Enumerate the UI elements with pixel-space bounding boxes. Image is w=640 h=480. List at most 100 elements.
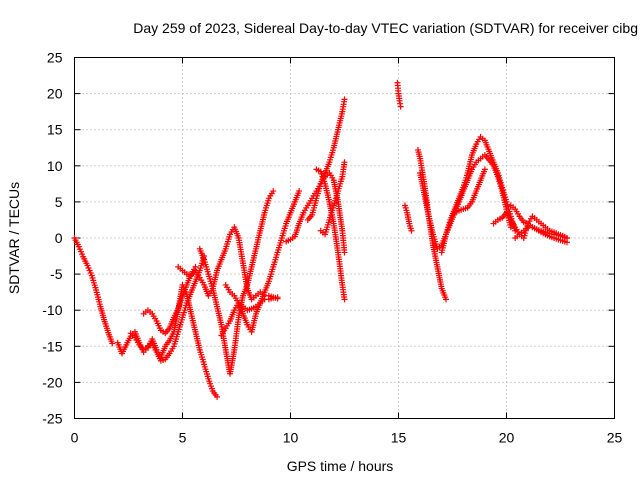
series-pass-18: [451, 166, 488, 216]
marker-trail: [504, 201, 514, 217]
marker-trail: [232, 295, 241, 304]
marker-trail: [434, 266, 445, 290]
marker-trail: [206, 287, 215, 297]
marker-trail: [81, 255, 90, 267]
marker-trail: [150, 342, 159, 353]
series-pass-17: [438, 133, 519, 256]
marker-trail: [456, 190, 466, 203]
marker-trail: [327, 204, 336, 221]
y-tick-label: 0: [55, 230, 63, 246]
marker-trail: [482, 139, 492, 153]
marker-trail: [227, 309, 237, 322]
marker-trail: [206, 378, 215, 392]
series-pass-4: [127, 253, 208, 364]
y-tick-label: 10: [47, 158, 63, 174]
marker-trail: [335, 110, 345, 131]
axis-ticks: 0 5 10 15 20 25 -25 -20 -15 -10 -5 0 5 10 15 20 25: [42, 50, 622, 446]
data-point: [443, 296, 450, 303]
marker-trail: [266, 266, 276, 282]
data-marks: [71, 79, 570, 400]
data-point: [109, 340, 116, 347]
data-point: [270, 188, 277, 195]
marker-trail: [197, 349, 207, 365]
marker-trail: [526, 215, 534, 225]
marker-trail: [231, 316, 242, 351]
series-pass-21: [512, 224, 570, 241]
marker-trail: [224, 320, 232, 329]
marker-trail: [89, 275, 99, 291]
x-tick-label: 25: [607, 430, 623, 446]
marker-trail: [262, 197, 272, 214]
marker-trail: [85, 265, 94, 276]
marker-trail: [201, 363, 211, 380]
marker-trail: [150, 313, 159, 322]
marker-trail: [188, 313, 198, 333]
marker-trail: [474, 179, 483, 192]
marker-trail: [394, 82, 402, 94]
marker-trail: [228, 226, 236, 235]
marker-trail: [513, 226, 521, 235]
marker-trail: [466, 200, 474, 209]
marker-trail: [322, 161, 332, 174]
data-point: [341, 96, 348, 103]
y-tick-label: 5: [55, 194, 63, 210]
marker-trail: [223, 233, 233, 250]
marker-trail: [180, 284, 189, 297]
marker-trail: [232, 226, 241, 239]
marker-trail: [407, 223, 414, 232]
marker-trail: [214, 305, 224, 326]
marker-trail: [483, 153, 491, 162]
data-point: [551, 231, 558, 238]
marker-trail: [448, 211, 457, 225]
marker-trail: [495, 176, 505, 192]
marker-trail: [154, 351, 163, 362]
marker-trail: [314, 183, 323, 199]
marker-trail: [211, 390, 219, 398]
marker-trail: [133, 337, 141, 346]
marker-trail: [504, 212, 513, 221]
marker-trail: [339, 230, 348, 253]
marker-trail: [327, 172, 336, 181]
marker-trail: [184, 291, 194, 304]
marker-trail: [236, 237, 246, 264]
series-pass-1: [71, 235, 116, 347]
marker-trail: [443, 219, 453, 235]
marker-trail: [402, 204, 410, 214]
marker-trail: [167, 331, 176, 342]
series-pass-14: [401, 202, 415, 234]
data-point: [274, 294, 281, 301]
marker-trail: [167, 316, 176, 330]
chart-title: Day 259 of 2023, Sidereal Day-to-day VTE…: [133, 20, 638, 36]
marker-trail: [456, 186, 466, 200]
marker-trail: [297, 211, 306, 225]
marker-trail: [491, 165, 500, 178]
series-pass-9: [283, 96, 348, 245]
data-point: [341, 296, 348, 303]
marker-trail: [331, 129, 341, 149]
marker-trail: [517, 215, 526, 224]
marker-trail: [189, 280, 198, 293]
marker-trail: [240, 262, 250, 290]
marker-trail: [106, 333, 115, 345]
data-point: [341, 159, 348, 166]
y-axis-label: SDTVAR / TECUs: [6, 182, 22, 294]
marker-trail: [306, 213, 314, 222]
marker-trail: [491, 161, 500, 174]
series-pass-5: [196, 188, 277, 377]
marker-trail: [306, 197, 314, 207]
marker-trail: [335, 176, 345, 192]
marker-trail: [461, 172, 470, 189]
marker-trail: [292, 222, 302, 238]
marker-trail: [198, 277, 206, 286]
series-pass-12: [317, 159, 348, 238]
marker-trail: [168, 345, 176, 355]
marker-trail: [331, 222, 341, 254]
data-point: [397, 103, 404, 110]
marker-trail: [267, 190, 275, 199]
marker-trail: [253, 230, 263, 250]
marker-trail: [137, 343, 146, 352]
gridlines: [74, 57, 615, 419]
series-pass-7: [218, 188, 303, 339]
series-pass-13: [394, 79, 404, 110]
marker-trail: [163, 326, 172, 335]
